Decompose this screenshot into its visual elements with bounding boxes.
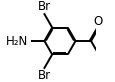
- Text: Br: Br: [37, 0, 51, 13]
- Text: Br: Br: [37, 69, 51, 82]
- Text: O: O: [93, 15, 102, 28]
- Text: H₂N: H₂N: [6, 35, 28, 47]
